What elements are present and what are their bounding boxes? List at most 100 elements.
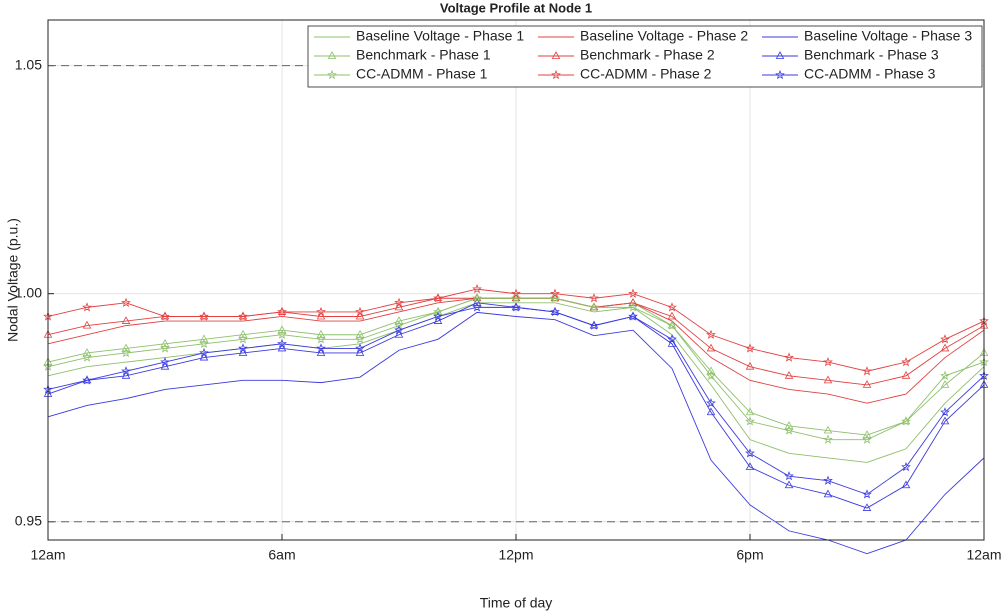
x-tick-label: 6am: [268, 547, 295, 563]
marker: [433, 316, 443, 324]
marker: [551, 69, 561, 80]
marker: [706, 370, 716, 380]
marker: [238, 334, 248, 344]
marker: [82, 302, 92, 312]
marker: [327, 69, 337, 80]
marker: [277, 343, 287, 352]
marker: [355, 311, 365, 320]
marker: [862, 430, 872, 438]
legend-label: Baseline Voltage - Phase 3: [804, 28, 972, 44]
marker: [121, 347, 131, 358]
y-tick-label: 1.00: [15, 284, 42, 300]
marker: [472, 293, 482, 302]
marker: [745, 448, 755, 458]
marker: [940, 416, 950, 425]
marker: [550, 288, 560, 298]
marker: [511, 293, 521, 303]
x-tick-label: 12am: [966, 547, 1001, 563]
marker: [160, 361, 170, 370]
marker: [160, 343, 170, 353]
marker: [667, 302, 677, 312]
series-line: [47, 297, 985, 441]
marker: [589, 293, 599, 303]
legend-label: CC-ADMM - Phase 1: [356, 66, 488, 82]
marker: [394, 297, 404, 307]
marker: [628, 297, 638, 306]
marker: [472, 302, 482, 312]
marker: [589, 320, 599, 330]
marker: [355, 329, 365, 338]
y-axis-label: Nodal Voltage (p.u.): [5, 218, 21, 342]
marker: [745, 361, 755, 370]
marker: [901, 461, 911, 472]
marker: [355, 334, 365, 344]
marker: [901, 480, 911, 489]
marker: [940, 407, 950, 417]
marker: [277, 306, 287, 317]
legend-label: Benchmark - Phase 1: [356, 47, 491, 63]
marker: [121, 297, 131, 307]
marker: [160, 311, 170, 321]
marker: [784, 370, 794, 379]
marker: [862, 434, 872, 444]
marker: [901, 416, 911, 425]
marker: [628, 311, 638, 321]
marker: [745, 407, 755, 416]
marker: [706, 398, 716, 408]
marker: [82, 348, 92, 356]
marker: [862, 489, 872, 499]
y-tick-label: 0.95: [15, 512, 42, 528]
marker: [745, 462, 755, 470]
marker: [316, 348, 326, 356]
marker: [238, 311, 248, 321]
marker: [316, 329, 326, 338]
marker: [775, 51, 785, 59]
marker: [823, 425, 833, 434]
marker: [511, 293, 521, 302]
marker: [355, 306, 365, 317]
marker: [316, 311, 326, 320]
marker: [316, 334, 326, 344]
series-line: [47, 288, 985, 372]
marker: [199, 352, 209, 361]
marker: [784, 480, 794, 489]
marker: [628, 288, 638, 298]
marker: [327, 51, 337, 59]
legend-box: [307, 25, 983, 88]
marker: [940, 380, 950, 388]
marker: [823, 475, 833, 485]
legend-label: CC-ADMM - Phase 2: [580, 66, 712, 82]
marker: [511, 288, 521, 298]
marker: [628, 302, 638, 312]
marker: [823, 489, 833, 498]
marker: [199, 311, 209, 321]
marker: [238, 311, 248, 320]
marker: [667, 334, 677, 344]
marker: [511, 302, 521, 311]
marker: [394, 325, 404, 335]
marker: [823, 434, 833, 444]
marker: [277, 325, 287, 334]
marker: [862, 366, 872, 376]
marker: [940, 343, 950, 352]
marker: [784, 471, 794, 481]
marker: [277, 338, 287, 349]
marker: [940, 334, 950, 344]
x-tick-label: 12am: [30, 547, 65, 563]
marker: [901, 370, 911, 379]
marker: [355, 343, 365, 353]
marker: [784, 421, 794, 429]
chart-title: Voltage Profile at Node 1: [440, 0, 592, 15]
marker: [706, 366, 716, 375]
marker: [823, 375, 833, 384]
marker: [199, 334, 209, 343]
marker: [199, 347, 209, 358]
marker: [316, 343, 326, 353]
marker: [784, 425, 794, 435]
legend-label: Baseline Voltage - Phase 1: [356, 28, 524, 44]
marker: [316, 306, 326, 317]
marker: [433, 293, 443, 303]
marker: [472, 283, 482, 294]
marker: [706, 343, 716, 352]
plot-frame: [47, 19, 985, 541]
